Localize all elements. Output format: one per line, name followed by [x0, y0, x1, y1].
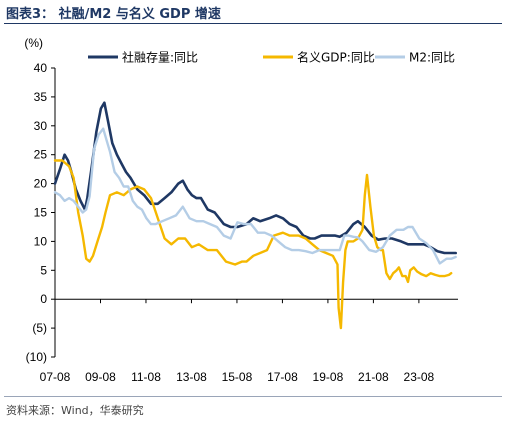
source-divider [4, 396, 502, 397]
legend-label-1: 社融存量:同比 [122, 50, 198, 65]
x-tick-label: 19-08 [313, 370, 344, 384]
x-tick-label: 23-08 [404, 370, 435, 384]
chart-title: 图表3： 社融/M2 与名义 GDP 增速 [6, 7, 221, 22]
series-line-1 [53, 101, 458, 255]
legend-label-2: 名义GDP:同比 [297, 50, 375, 65]
line-chart: 社融存量:同比 名义GDP:同比 M2:同比 (%) 40 35 30 25 20 15 10 5… [24, 36, 458, 384]
y-tick-label: (5) [32, 321, 47, 335]
y-tick-label: 5 [40, 263, 47, 277]
x-tick-label: 13-08 [176, 370, 207, 384]
y-tick-label: 0 [40, 292, 47, 306]
legend-label-3: M2:同比 [409, 51, 455, 65]
y-tick-label: 30 [34, 119, 48, 133]
title-divider [4, 23, 502, 24]
series-line-2 [53, 159, 453, 330]
series-layer [53, 101, 458, 330]
y-tick-label: (10) [26, 350, 47, 364]
x-tick-label: 21-08 [358, 370, 389, 384]
y-axis-label: (%) [24, 36, 43, 50]
x-tick-label: 17-08 [267, 370, 298, 384]
x-tick-label: 09-08 [85, 370, 116, 384]
legend: 社融存量:同比 名义GDP:同比 M2:同比 [88, 50, 455, 65]
y-tick-label: 10 [34, 234, 48, 248]
x-tick-label: 11-08 [131, 370, 161, 384]
y-tick-label: 40 [34, 61, 48, 75]
y-tick-label: 15 [34, 206, 48, 220]
x-tick-label: 07-08 [40, 370, 71, 384]
source-note: 资料来源：Wind，华泰研究 [6, 404, 144, 417]
axes: 40 35 30 25 20 15 10 5 0 (5) (10) 07-08 09-08 11-08 13… [26, 61, 458, 384]
series-line-3 [53, 127, 457, 265]
y-tick-label: 35 [34, 90, 48, 104]
x-tick-label: 15-08 [222, 370, 253, 384]
y-tick-label: 25 [34, 148, 48, 162]
y-tick-label: 20 [34, 177, 48, 191]
